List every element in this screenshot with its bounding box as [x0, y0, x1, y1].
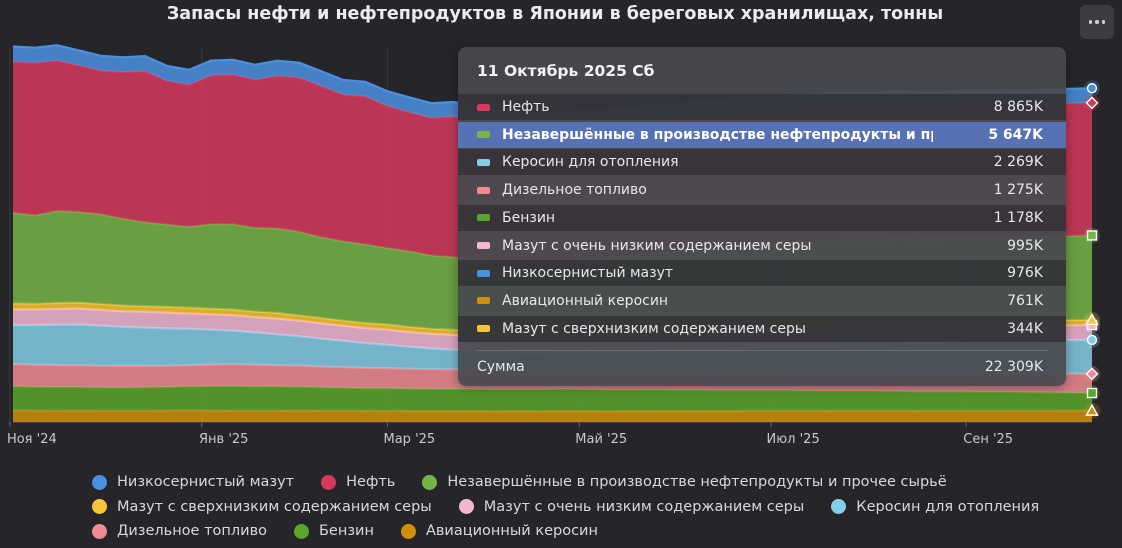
- tooltip-value-1: 5 647K: [988, 126, 1043, 143]
- tooltip-name-2: Керосин для отопления: [502, 154, 679, 171]
- tooltip-row-1: Незавершённые в производстве нефтепродук…: [458, 121, 1066, 148]
- tooltip-name-3: Дизельное топливо: [502, 182, 647, 199]
- legend-label-6: Незавершённые в производстве нефтепродук…: [447, 474, 947, 491]
- tooltip-row-8: Мазут с сверхнизким содержанием серы 344K: [458, 315, 1066, 342]
- legend-label-2: Дизельное топливо: [117, 523, 267, 540]
- tooltip-name-7: Авиационный керосин: [502, 292, 669, 309]
- tooltip-row-4: Бензин 1 178K: [458, 204, 1066, 231]
- hover-marker-3: [1086, 334, 1098, 346]
- tooltip-row-3: Дизельное топливо 1 275K: [458, 177, 1066, 203]
- tooltip-value-6: 976K: [1007, 265, 1043, 282]
- legend-dot-8: [92, 474, 107, 490]
- tooltip-value-0: 8 865K: [993, 99, 1043, 115]
- legend-label-0: Авиационный керосин: [425, 523, 598, 540]
- tooltip-name-8: Мазут с сверхнизким содержанием серы: [502, 320, 806, 337]
- legend-row-0: Низкосернистый мазут Нефть Незавершённые в…: [92, 470, 1092, 495]
- x-tick-label-2: Мар '25: [384, 432, 436, 447]
- tooltip-name-4: Бензин: [502, 209, 556, 226]
- tooltip-swatch-3: [477, 186, 490, 194]
- legend-dot-6: [422, 474, 438, 490]
- tooltip-value-3: 1 275K: [993, 182, 1043, 199]
- area-1: [13, 386, 1092, 412]
- tooltip-separator: [476, 350, 1048, 351]
- legend-label-7: Нефть: [346, 474, 396, 491]
- legend-label-1: Бензин: [318, 523, 374, 540]
- tooltip-value-8: 344K: [1007, 320, 1043, 337]
- legend-item-0[interactable]: Авиационный керосин: [400, 523, 598, 540]
- legend-item-6[interactable]: Незавершённые в производстве нефтепродук…: [422, 474, 947, 491]
- legend-item-4[interactable]: Мазут с очень низким содержанием серы: [458, 498, 805, 515]
- x-tick-label-5: Сен '25: [963, 432, 1013, 447]
- legend-label-8: Низкосернистый мазут: [117, 474, 295, 491]
- chart-title: Запасы нефти и нефтепродуктов в Японии в…: [166, 4, 944, 24]
- tooltip-name-1: Незавершённые в производстве нефтепродук…: [502, 126, 933, 143]
- tooltip-swatch-7: [477, 297, 490, 305]
- tooltip-sum: Сумма 22 309K: [458, 356, 1066, 378]
- tooltip-name-6: Низкосернистый мазут: [502, 265, 674, 282]
- legend-item-3[interactable]: Керосин для отопления: [831, 499, 1039, 515]
- tooltip-name-5: Мазут с очень низким содержанием серы: [502, 237, 812, 254]
- x-tick-label-0: Ноя '24: [7, 432, 57, 447]
- tooltip-value-7: 761K: [1007, 292, 1043, 309]
- x-tick-label-1: Янв '25: [199, 432, 248, 447]
- tooltip-value-4: 1 178K: [993, 209, 1043, 226]
- legend-item-7[interactable]: Нефть: [321, 474, 395, 490]
- area-0: [13, 410, 1092, 422]
- hover-marker-1: [1086, 387, 1098, 399]
- tooltip-swatch-1: [477, 131, 490, 139]
- legend-dot-0: [400, 523, 416, 539]
- legend-dot-7: [321, 474, 337, 490]
- hover-marker-8: [1086, 83, 1098, 94]
- more-horizontal-icon: [1088, 20, 1093, 24]
- hover-tooltip: 11 Октябрь 2025 Сб Сумма 22 309K Нефть 8 …: [458, 47, 1066, 386]
- hover-marker-0: [1085, 403, 1099, 416]
- tooltip-value-2: 2 269K: [993, 154, 1043, 171]
- tooltip-swatch-2: [477, 158, 490, 166]
- legend-dot-5: [92, 499, 107, 515]
- tooltip-name-0: Нефть: [502, 99, 550, 115]
- legend-label-4: Мазут с очень низким содержанием серы: [483, 498, 805, 515]
- tooltip-swatch-4: [477, 214, 490, 222]
- tooltip-sum-value: 22 309K: [984, 359, 1043, 375]
- legend-row-1: Мазут с сверхнизким содержанием серы Мазу…: [92, 495, 1092, 520]
- tooltip-date: 11 Октябрь 2025 Сб: [477, 62, 655, 80]
- legend-dot-3: [831, 499, 847, 515]
- tooltip-swatch-8: [477, 325, 490, 333]
- chart-menu-button[interactable]: [1080, 5, 1114, 39]
- x-tick-label-3: Май '25: [575, 432, 627, 447]
- tooltip-row-5: Мазут с очень низким содержанием серы 995…: [458, 233, 1066, 259]
- tooltip-value-5: 995K: [1007, 237, 1043, 254]
- chart-legend: Низкосернистый мазут Нефть Незавершённые в…: [92, 470, 1092, 544]
- legend-label-5: Мазут с сверхнизким содержанием серы: [117, 498, 432, 515]
- hover-marker-6: [1086, 230, 1098, 241]
- area-8: [13, 45, 1092, 131]
- legend-item-5[interactable]: Мазут с сверхнизким содержанием серы: [92, 499, 432, 515]
- hover-marker-2: [1085, 367, 1099, 381]
- x-tick-label-4: Июл '25: [767, 432, 820, 447]
- tooltip-swatch-6: [477, 269, 490, 277]
- legend-dot-1: [293, 523, 309, 539]
- legend-item-8[interactable]: Низкосернистый мазут: [92, 474, 294, 490]
- tooltip-swatch-5: [477, 242, 490, 249]
- legend-item-2[interactable]: Дизельное топливо: [92, 523, 267, 539]
- legend-dot-4: [458, 499, 474, 515]
- tooltip-row-7: Авиационный керосин 761K: [458, 288, 1066, 314]
- legend-row-2: Дизельное топливо Бензин Авиационный керос…: [92, 519, 1092, 544]
- legend-label-3: Керосин для отопления: [856, 498, 1040, 515]
- tooltip-swatch-0: [477, 103, 490, 111]
- legend-item-1[interactable]: Бензин: [293, 523, 374, 540]
- tooltip-sum-label: Сумма: [477, 359, 525, 375]
- tooltip-row-2: Керосин для отопления 2 269K: [458, 149, 1066, 176]
- legend-dot-2: [92, 523, 107, 539]
- tooltip-row-6: Низкосернистый мазут 976K: [458, 260, 1066, 287]
- hover-marker-7: [1085, 96, 1099, 110]
- hover-marker-5: [1085, 312, 1099, 326]
- tooltip-row-0: Нефть 8 865K: [458, 94, 1066, 120]
